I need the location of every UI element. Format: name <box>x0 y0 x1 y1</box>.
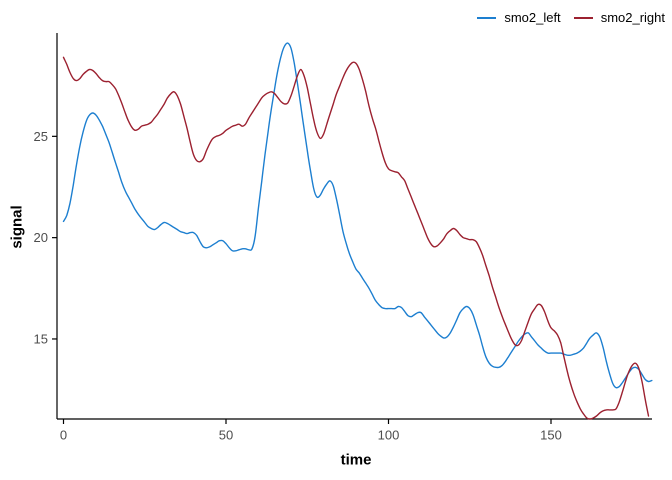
x-tick-label: 150 <box>540 428 562 443</box>
x-tick-label: 100 <box>378 428 400 443</box>
axes-layer: 0 50 100 150 15 20 25 <box>34 33 652 443</box>
series-line-smo2_right <box>62 56 650 420</box>
legend-label-smo2-right: smo2_right <box>600 10 665 25</box>
y-tick-label: 20 <box>34 230 48 245</box>
y-tick-label: 25 <box>34 129 48 144</box>
x-axis-title: time <box>340 451 372 469</box>
series-line-smo2_left <box>62 42 653 389</box>
legend: smo2_left smo2_right <box>477 10 665 26</box>
series-layer <box>62 42 653 420</box>
y-axis-title: signal <box>8 205 26 249</box>
x-tick-label: 0 <box>60 428 67 443</box>
legend-label-smo2-left: smo2_left <box>504 10 561 25</box>
legend-item-smo2-left: smo2_left <box>477 10 561 26</box>
legend-key-line-right <box>573 17 593 19</box>
y-tick-label: 15 <box>34 331 48 346</box>
legend-item-smo2-right: smo2_right <box>573 10 665 26</box>
legend-key-line-left <box>477 17 497 19</box>
x-tick-label: 50 <box>219 428 233 443</box>
